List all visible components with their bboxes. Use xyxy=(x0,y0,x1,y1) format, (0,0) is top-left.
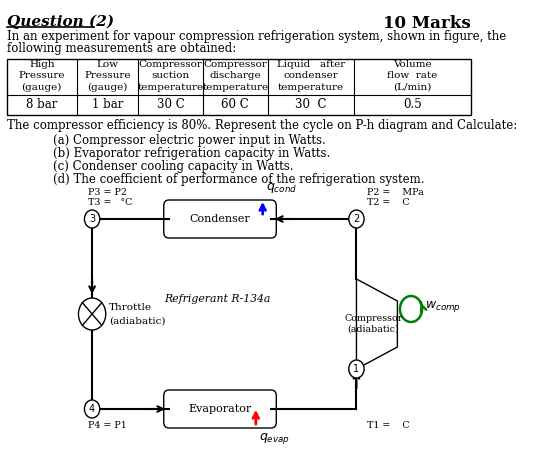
Text: $w_{comp}$: $w_{comp}$ xyxy=(424,299,461,314)
Text: Compressor
(adiabatic): Compressor (adiabatic) xyxy=(344,314,403,334)
Text: 10 Marks: 10 Marks xyxy=(383,15,471,32)
Bar xyxy=(7,59,471,115)
Text: Compressor
discharge
temperature: Compressor discharge temperature xyxy=(202,60,268,92)
Text: following measurements are obtained:: following measurements are obtained: xyxy=(7,42,236,55)
Text: T2 =    C: T2 = C xyxy=(367,198,409,207)
Text: Low
Pressure
(gauge): Low Pressure (gauge) xyxy=(84,60,130,92)
Text: (d) The coefficient of performance of the refrigeration system.: (d) The coefficient of performance of th… xyxy=(53,173,424,186)
Circle shape xyxy=(349,210,364,228)
FancyBboxPatch shape xyxy=(164,200,276,238)
Text: 30  C: 30 C xyxy=(295,98,326,111)
Text: 3: 3 xyxy=(89,214,95,224)
Text: 2: 2 xyxy=(353,214,360,224)
Text: P3 = P2: P3 = P2 xyxy=(88,188,127,197)
Circle shape xyxy=(85,210,100,228)
Circle shape xyxy=(85,400,100,418)
Text: Volume
flow  rate
(L/min): Volume flow rate (L/min) xyxy=(387,60,437,92)
Text: Evaporator: Evaporator xyxy=(188,404,251,414)
Text: Condenser: Condenser xyxy=(190,214,250,224)
Text: $q_{cond}$: $q_{cond}$ xyxy=(266,181,297,195)
Text: High
Pressure
(gauge): High Pressure (gauge) xyxy=(18,60,65,92)
Text: 0.5: 0.5 xyxy=(403,98,422,111)
Text: T1 =    C: T1 = C xyxy=(367,421,409,430)
Text: P4 = P1: P4 = P1 xyxy=(88,421,127,430)
Text: 1 bar: 1 bar xyxy=(92,98,123,111)
Text: T3 =   °C: T3 = °C xyxy=(88,198,132,207)
Text: 8 bar: 8 bar xyxy=(26,98,58,111)
Text: Refrigerant R-134a: Refrigerant R-134a xyxy=(164,294,270,304)
Text: Throttle: Throttle xyxy=(109,303,152,311)
Text: Liquid   after
condenser
temperature: Liquid after condenser temperature xyxy=(277,60,345,92)
Circle shape xyxy=(349,360,364,378)
Text: Compressor
suction
temperature: Compressor suction temperature xyxy=(138,60,204,92)
Text: In an experiment for vapour compression refrigeration system, shown in figure, t: In an experiment for vapour compression … xyxy=(7,30,506,43)
Text: 30 C: 30 C xyxy=(157,98,184,111)
Text: (a) Compressor electric power input in Watts.: (a) Compressor electric power input in W… xyxy=(53,134,325,147)
Text: (adiabatic): (adiabatic) xyxy=(109,317,166,325)
Text: (c) Condenser cooling capacity in Watts.: (c) Condenser cooling capacity in Watts. xyxy=(53,160,293,173)
Text: 4: 4 xyxy=(89,404,95,414)
Text: 1: 1 xyxy=(353,364,360,374)
Text: $q_{evap}$: $q_{evap}$ xyxy=(259,431,290,446)
Text: 60 C: 60 C xyxy=(222,98,249,111)
Circle shape xyxy=(78,298,106,330)
Text: Question (2): Question (2) xyxy=(7,15,114,29)
Polygon shape xyxy=(357,279,398,369)
Text: The compressor efficiency is 80%. Represent the cycle on P-h diagram and Calcula: The compressor efficiency is 80%. Repres… xyxy=(7,119,517,132)
Text: (b) Evaporator refrigeration capacity in Watts.: (b) Evaporator refrigeration capacity in… xyxy=(53,147,330,160)
FancyBboxPatch shape xyxy=(164,390,276,428)
Text: P2 =    MPa: P2 = MPa xyxy=(367,188,423,197)
